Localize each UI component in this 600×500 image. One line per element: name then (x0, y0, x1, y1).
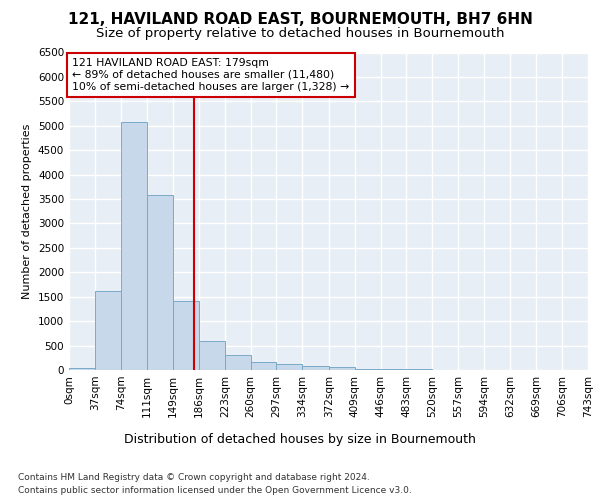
Y-axis label: Number of detached properties: Number of detached properties (22, 124, 32, 299)
Bar (69, 368, 95, 370)
Text: 121 HAVILAND ROAD EAST: 179sqm
← 89% of detached houses are smaller (11,480)
10%: 121 HAVILAND ROAD EAST: 179sqm ← 89% of … (73, 58, 350, 92)
Bar (121, 122, 146, 370)
Text: Contains public sector information licensed under the Open Government Licence v3: Contains public sector information licen… (18, 486, 412, 495)
Bar (95, 291, 121, 370)
Bar (251, 362, 277, 370)
Bar (329, 368, 355, 370)
Bar (199, 340, 225, 370)
Text: Distribution of detached houses by size in Bournemouth: Distribution of detached houses by size … (124, 432, 476, 446)
Bar (173, 300, 199, 370)
Bar (225, 356, 251, 370)
Text: 121, HAVILAND ROAD EAST, BOURNEMOUTH, BH7 6HN: 121, HAVILAND ROAD EAST, BOURNEMOUTH, BH… (68, 12, 532, 28)
Bar (302, 366, 329, 370)
Text: Contains HM Land Registry data © Crown copyright and database right 2024.: Contains HM Land Registry data © Crown c… (18, 472, 370, 482)
Bar (380, 369, 406, 370)
Bar (355, 368, 380, 370)
Text: Size of property relative to detached houses in Bournemouth: Size of property relative to detached ho… (96, 28, 504, 40)
Bar (146, 195, 173, 370)
Bar (277, 364, 302, 370)
